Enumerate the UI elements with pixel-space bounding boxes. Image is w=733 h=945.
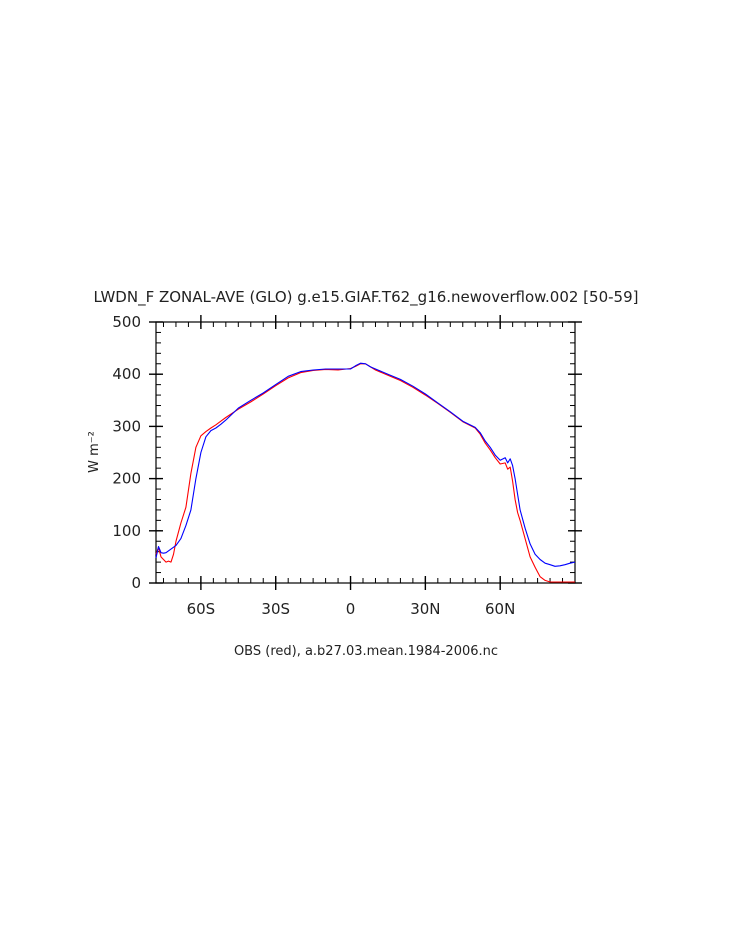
minor-ticks <box>156 322 576 583</box>
major-ticks <box>149 315 582 590</box>
y-tick-label: 200 <box>112 470 141 488</box>
y-tick-label: 500 <box>112 313 141 331</box>
y-tick-label: 400 <box>112 365 141 383</box>
y-tick-label: 0 <box>131 574 141 592</box>
series-lines <box>155 362 576 583</box>
x-tick-label: 30S <box>261 600 290 618</box>
x-tick-labels: 60S 30S 0 30N 60N <box>187 600 516 618</box>
x-tick-label: 0 <box>346 600 356 618</box>
y-tick-label: 100 <box>112 522 141 540</box>
chart-subtitle: OBS (red), a.b27.03.mean.1984-2006.nc <box>234 644 498 659</box>
series-line-2 <box>155 362 576 567</box>
series-line-1 <box>155 363 575 583</box>
x-tick-label: 60S <box>187 600 216 618</box>
y-tick-labels: 0 100 200 300 400 500 <box>112 313 141 592</box>
y-tick-label: 300 <box>112 417 141 435</box>
x-tick-label: 60N <box>485 600 515 618</box>
plot-area <box>155 321 576 584</box>
x-tick-label: 30N <box>410 600 440 618</box>
chart-title: LWDN_F ZONAL-AVE (GLO) g.e15.GIAF.T62_g1… <box>94 288 639 307</box>
y-axis-label: W m⁻² <box>87 431 102 473</box>
